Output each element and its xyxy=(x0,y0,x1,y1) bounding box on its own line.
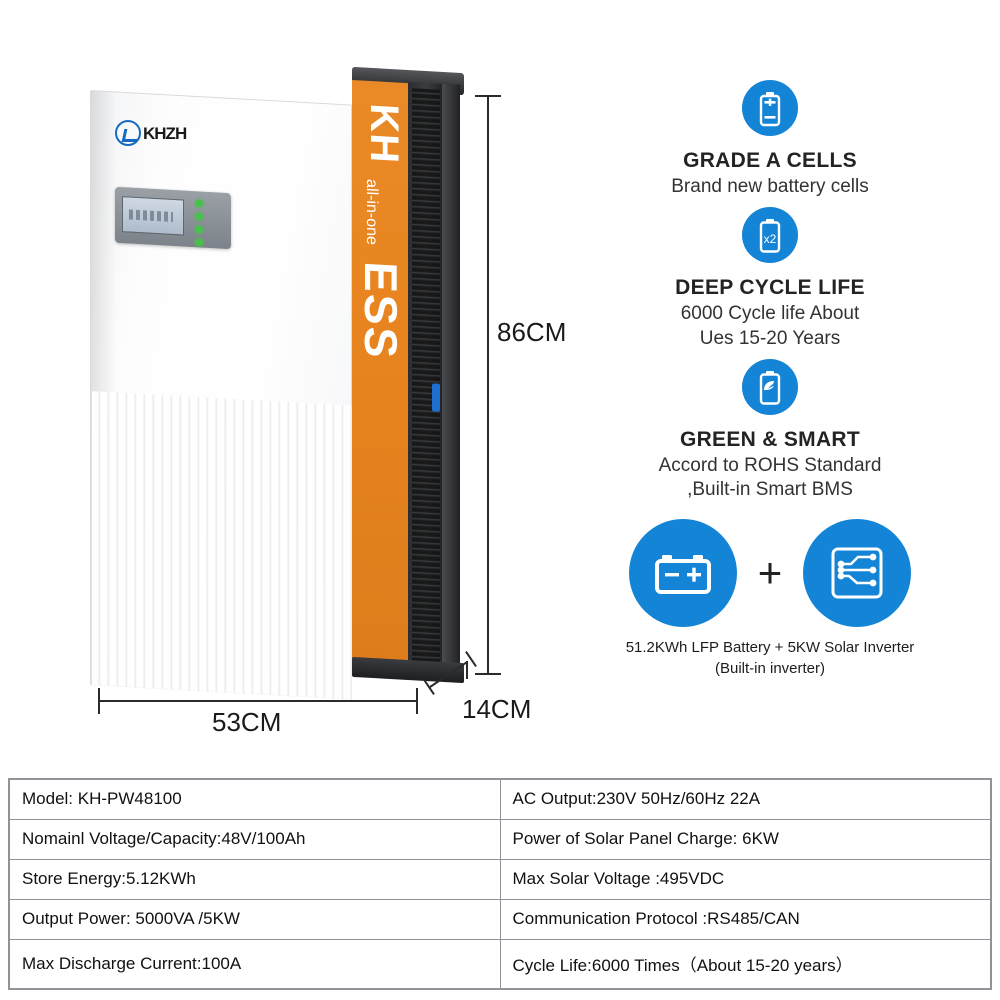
feature-grade-a-cells: GRADE A CELLS Brand new battery cells xyxy=(560,80,980,199)
feature-line2: Ues 15-20 Years xyxy=(699,327,841,349)
front-ribbed-section xyxy=(92,391,352,700)
feature-list: GRADE A CELLS Brand new battery cells x2… xyxy=(560,80,980,677)
battery-icon xyxy=(742,80,798,136)
strip-ess-text: ESS xyxy=(355,260,407,362)
combo-block: + 51.2KWh LFP Battery + 5KW Solar Invert… xyxy=(560,518,980,677)
product-front-face xyxy=(90,90,352,700)
led-indicator xyxy=(195,238,203,247)
table-row: Model: KH-PW48100 AC Output:230V 50Hz/60… xyxy=(9,779,991,820)
led-indicator xyxy=(195,199,203,208)
plus-sign: + xyxy=(757,548,783,596)
spec-cell-left: Store Energy:5.12KWh xyxy=(9,858,501,900)
strip-kh-text: KH xyxy=(362,102,406,165)
led-indicator xyxy=(195,212,203,221)
depth-dimension-label: 14CM xyxy=(462,694,532,724)
feature-green-smart: GREEN & SMART Accord to ROHS Standard ,B… xyxy=(560,358,980,503)
led-indicator xyxy=(195,225,203,234)
feature-line1: Accord to ROHS Standard xyxy=(658,454,882,476)
feature-line2: ,Built-in Smart BMS xyxy=(687,479,853,501)
logo-text: KHZH xyxy=(143,124,187,143)
spec-cell-right: Communication Protocol :RS485/CAN xyxy=(499,898,991,940)
feature-line1: 6000 Cycle life About xyxy=(680,303,860,325)
table-row: Store Energy:5.12KWh Max Solar Voltage :… xyxy=(9,858,991,900)
table-row: Nomainl Voltage/Capacity:48V/100Ah Power… xyxy=(9,818,991,860)
car-battery-icon xyxy=(629,518,738,627)
circuit-board-icon xyxy=(802,518,911,627)
width-dimension-label: 53CM xyxy=(212,707,282,737)
width-tick-right xyxy=(416,688,418,714)
combo-caption-line1: 51.2KWh LFP Battery + 5KW Solar Inverter xyxy=(625,638,915,656)
spec-cell-right: Power of Solar Panel Charge: 6KW xyxy=(499,818,991,860)
feature-title: GRADE A CELLS xyxy=(683,149,857,172)
strip-allinone-text: all-in-one xyxy=(363,178,380,246)
status-leds xyxy=(195,199,203,251)
side-blue-connector xyxy=(432,383,440,412)
orange-brand-strip: KH all-in-one ESS xyxy=(352,80,410,674)
spec-cell-left: Nomainl Voltage/Capacity:48V/100Ah xyxy=(9,818,501,860)
spec-cell-right: Cycle Life:6000 Times（About 15-20 years） xyxy=(499,938,991,990)
feature-title: DEEP CYCLE LIFE xyxy=(675,276,865,300)
heatsink-fins xyxy=(412,88,440,668)
product-side-heatsink xyxy=(408,82,460,675)
product-illustration: KHZH KH all-in-one ESS xyxy=(90,66,480,700)
feature-deep-cycle-life: x2 DEEP CYCLE LIFE 6000 Cycle life About… xyxy=(560,207,980,351)
combo-caption-line2: (Built-in inverter) xyxy=(714,659,826,677)
feature-line1: Brand new battery cells xyxy=(671,176,869,197)
depth-leader-line xyxy=(466,661,468,679)
logo-mark-icon xyxy=(115,120,141,146)
height-tick-top xyxy=(475,95,501,97)
battery-x2-icon: x2 xyxy=(742,207,798,264)
side-edge-cap xyxy=(442,83,460,675)
lcd-screen xyxy=(122,196,184,236)
display-panel xyxy=(115,186,231,251)
spec-cell-right: Max Solar Voltage :495VDC xyxy=(499,858,991,900)
width-dimension-line xyxy=(98,700,418,702)
spec-cell-left: Output Power: 5000VA /5KW xyxy=(9,898,501,940)
brand-logo: KHZH xyxy=(115,118,235,152)
spec-cell-left: Max Discharge Current:100A xyxy=(9,938,501,990)
spec-table-body: Model: KH-PW48100 AC Output:230V 50Hz/60… xyxy=(9,779,991,990)
height-tick-bottom xyxy=(475,673,501,675)
height-dimension-label: 86CM xyxy=(497,317,567,347)
height-dimension-line xyxy=(487,95,489,675)
green-leaf-battery-icon xyxy=(742,358,798,415)
table-row: Max Discharge Current:100A Cycle Life:60… xyxy=(9,938,991,990)
width-tick-left xyxy=(98,688,100,714)
table-row: Output Power: 5000VA /5KW Communication … xyxy=(9,898,991,940)
spec-table: Model: KH-PW48100 AC Output:230V 50Hz/60… xyxy=(8,778,992,990)
svg-text:x2: x2 xyxy=(764,232,777,246)
feature-title: GREEN & SMART xyxy=(679,427,861,451)
spec-cell-right: AC Output:230V 50Hz/60Hz 22A xyxy=(499,779,991,820)
spec-cell-left: Model: KH-PW48100 xyxy=(9,779,501,820)
